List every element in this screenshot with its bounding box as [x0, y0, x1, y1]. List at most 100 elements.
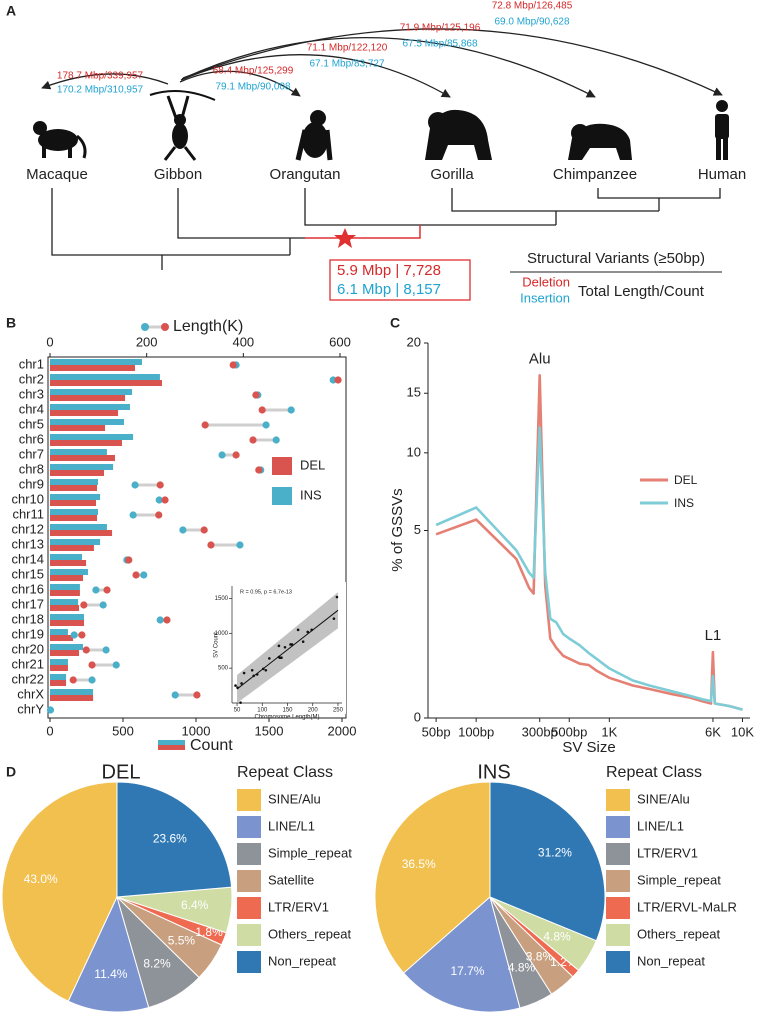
y-tick-label: chrX [17, 686, 44, 701]
x-tick-label: 10K [731, 724, 754, 739]
pie-slice [489, 781, 606, 942]
legend-label: INS [300, 487, 322, 502]
count-bar [50, 644, 83, 650]
insertion-label: 67.5 Mbp/85,868 [402, 39, 477, 50]
legend-swatch [237, 870, 261, 892]
panel-a-graphics [33, 28, 729, 301]
x-tick-label: 1K [601, 724, 617, 739]
length-dot [155, 511, 163, 519]
count-bar [50, 365, 135, 371]
slice-label: 3.8% [526, 950, 554, 964]
panel-label: B [6, 315, 16, 331]
length-dot [171, 691, 179, 699]
legend-title: Repeat Class [606, 764, 702, 781]
inset-point [283, 645, 287, 649]
inset-point [242, 671, 246, 675]
y-tick-label: chr8 [19, 461, 44, 476]
legend-swatch [158, 745, 185, 750]
legend-label: INS [674, 496, 694, 510]
length-dot [163, 616, 171, 624]
legend-swatch [237, 951, 261, 973]
legend-label: Others_repeat [268, 926, 351, 941]
series-line [435, 374, 743, 711]
inset-point [335, 595, 339, 599]
count-bar [50, 515, 98, 521]
count-bar [50, 395, 126, 401]
y-tick-label: 15 [407, 385, 421, 400]
count-bar [50, 659, 68, 665]
count-bar [50, 614, 85, 620]
y-tick-label: chr15 [11, 566, 44, 581]
count-bar [50, 575, 83, 581]
legend-label: DEL [674, 473, 698, 487]
length-dot [82, 646, 90, 654]
length-dot [255, 466, 263, 474]
x2-axis-label: Length(K) [173, 318, 243, 335]
count-bar [50, 500, 96, 506]
legend-swatch [237, 789, 261, 811]
y-tick-label: chr19 [11, 626, 44, 641]
legend-swatch [237, 843, 261, 865]
count-bar [50, 380, 162, 386]
count-bar [50, 650, 80, 656]
legend-title: Structural Variants (≥50bp) [527, 250, 705, 267]
count-bar [50, 485, 98, 491]
inset-point [332, 617, 336, 620]
count-bar [50, 545, 94, 551]
length-dot [193, 691, 201, 699]
pie-title: DEL [102, 761, 141, 783]
length-dot [201, 421, 209, 429]
inset-point [239, 701, 242, 704]
legend-swatch [606, 870, 630, 892]
inset-point [240, 682, 243, 685]
human-icon [715, 100, 729, 160]
y-tick-label: chr18 [11, 611, 44, 626]
y-tick-label: chr3 [19, 386, 44, 401]
inset-point [310, 628, 314, 632]
inset-point [278, 656, 282, 659]
insertion-label: 170.2 Mbp/310,957 [57, 85, 144, 96]
inset-point [264, 668, 268, 672]
count-bar [50, 509, 99, 515]
y-tick-label: chr20 [11, 641, 44, 656]
count-bar [50, 689, 94, 695]
legend-dot [141, 323, 149, 331]
deletion-label: 178.7 Mbp/339,957 [57, 71, 144, 82]
y-tick-label: chr17 [11, 596, 44, 611]
pie-title: INS [477, 761, 510, 783]
tree-branch [304, 188, 557, 226]
y-tick-label: chr7 [19, 446, 44, 461]
legend-swatch [606, 951, 630, 973]
count-bar [50, 569, 88, 575]
gibbon-icon [149, 90, 216, 161]
length-dot [207, 541, 215, 549]
y-tick-label: chr21 [11, 656, 44, 671]
x-tick-label: 1500 [255, 723, 284, 738]
count-bar [50, 620, 85, 626]
legend-label: LINE/L1 [268, 818, 315, 833]
x2-tick-label: 200 [136, 334, 158, 349]
length-dot [179, 526, 187, 534]
macaque-icon [33, 121, 87, 159]
length-dot [80, 601, 88, 609]
count-bar [50, 425, 106, 431]
inset-y-label: SV Count [214, 632, 220, 658]
length-dot [112, 661, 120, 669]
legend-swatch [158, 740, 185, 745]
x-tick-label: 1000 [182, 723, 211, 738]
inset-point [236, 686, 239, 689]
arrow [182, 28, 723, 96]
pie-slice [1, 781, 118, 1002]
count-bar [50, 359, 142, 365]
length-dot [258, 406, 266, 414]
legend-label: Simple_repeat [637, 872, 721, 887]
arrow [41, 73, 169, 90]
x-tick-label: 50bp [422, 724, 451, 739]
inset-point [261, 667, 265, 671]
arrow [179, 70, 301, 97]
x2-tick-label: 400 [232, 334, 254, 349]
count-bar [50, 599, 79, 605]
count-bar [50, 410, 119, 416]
pie-slice [116, 781, 233, 898]
length-dot [229, 361, 237, 369]
